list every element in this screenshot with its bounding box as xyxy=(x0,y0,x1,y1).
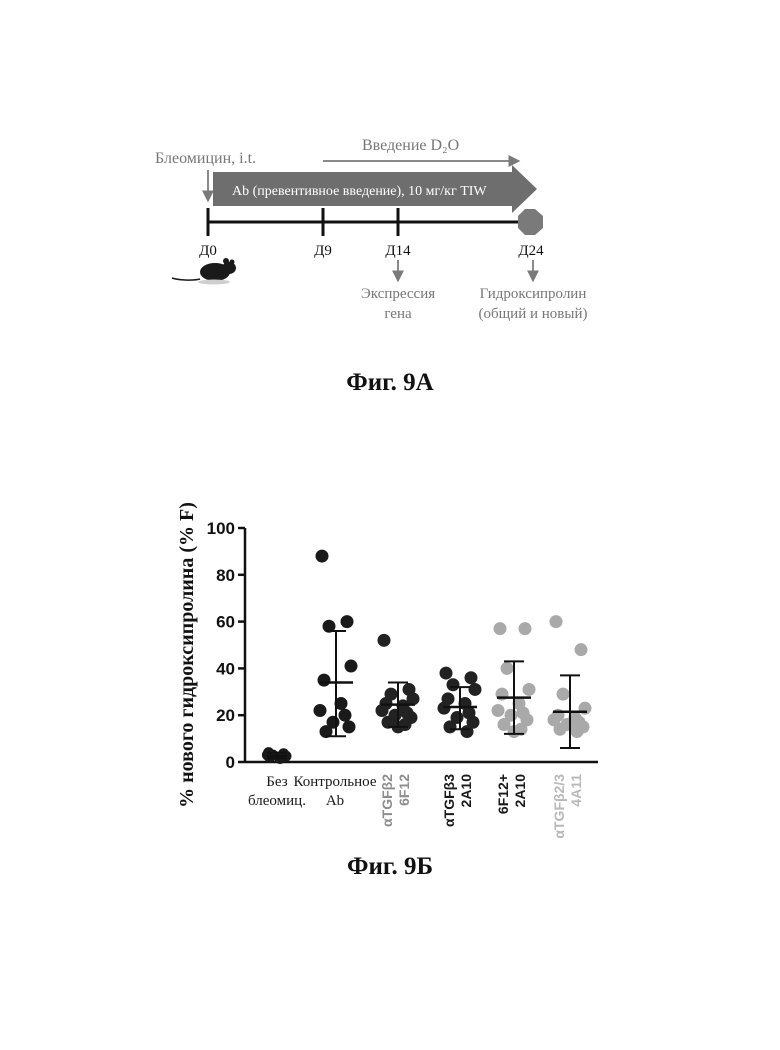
data-point xyxy=(314,704,327,717)
data-point xyxy=(345,660,358,673)
group-0 xyxy=(262,747,292,764)
y-tick-label: 40 xyxy=(216,659,235,678)
y-tick-label: 0 xyxy=(226,753,235,772)
data-point xyxy=(444,720,457,733)
y-tick-label: 20 xyxy=(216,706,235,725)
data-point xyxy=(494,622,507,635)
mouse-icon xyxy=(172,258,236,285)
data-point xyxy=(519,622,532,635)
plot-groups xyxy=(262,550,592,764)
data-point xyxy=(501,662,514,675)
data-point xyxy=(575,643,588,656)
group-label-line: αTGFβ2/3 xyxy=(551,774,567,839)
data-point xyxy=(550,615,563,628)
figure-9a: Блеомицин, i.t. Введение D₂O Ab (превент… xyxy=(155,137,587,396)
gene-expression-label-line1: Экспрессия xyxy=(361,286,435,302)
data-point xyxy=(465,671,478,684)
data-point xyxy=(440,667,453,680)
group-label-line: 6F12 xyxy=(396,774,412,806)
group-label-line: блеомиц. xyxy=(248,793,306,809)
y-tick-label: 100 xyxy=(207,519,235,538)
y-tick-label: 60 xyxy=(216,613,235,632)
group-label-line: 2A10 xyxy=(458,774,474,808)
data-point xyxy=(469,683,482,696)
data-point xyxy=(554,723,567,736)
data-point xyxy=(571,725,584,738)
data-point xyxy=(447,678,460,691)
figure-9b: % нового гидроксипролина (% F) 0 20 40 60 80… xyxy=(176,502,598,880)
group-4 xyxy=(492,622,536,738)
group-label-line: Без xyxy=(266,774,287,790)
y-axis-label: % нового гидроксипролина (% F) xyxy=(176,502,198,808)
timepoint-d14: Д14 xyxy=(385,243,411,259)
x-axis-group-labels: Без блеомиц. Контрольное Ab αTGFβ26F12 αTGFβ3… xyxy=(248,774,584,839)
group-3 xyxy=(438,667,482,739)
group-label-line: 4A11 xyxy=(568,774,584,807)
bleomycin-label: Блеомицин, i.t. xyxy=(155,150,256,167)
data-point xyxy=(343,720,356,733)
group-label-line: 6F12+ xyxy=(495,774,511,814)
data-point xyxy=(316,550,329,563)
timepoint-d9: Д9 xyxy=(314,243,332,259)
group-5 xyxy=(548,615,592,748)
data-point xyxy=(523,683,536,696)
y-axis-ticks: 0 20 40 60 80 100 xyxy=(207,519,245,772)
endpoint-octagon xyxy=(518,209,543,235)
timepoint-d24: Д24 xyxy=(518,243,544,259)
hydroxyproline-label-line1: Гидроксипролин xyxy=(480,286,587,302)
figure-9a-caption: Фиг. 9А xyxy=(346,369,433,396)
d2o-label: Введение D₂O xyxy=(362,137,459,154)
antibody-dosing-label: Ab (превентивное введение), 10 мг/кг TIW xyxy=(232,184,487,199)
group-label-line: αTGFβ3 xyxy=(441,774,457,827)
data-point xyxy=(376,704,389,717)
hydroxyproline-label-line2: (общий и новый) xyxy=(479,306,588,322)
data-point xyxy=(557,688,570,701)
group-2 xyxy=(376,634,420,734)
data-point xyxy=(461,725,474,738)
group-1 xyxy=(314,550,358,739)
data-point xyxy=(378,634,391,647)
group-label-line: Ab xyxy=(326,793,344,809)
gene-expression-label-line2: гена xyxy=(384,306,412,322)
data-point xyxy=(339,709,352,722)
group-label-line: Контрольное xyxy=(293,774,376,790)
timepoint-d0: Д0 xyxy=(199,243,217,259)
group-label-line: 2A10 xyxy=(512,774,528,808)
figure-9b-caption: Фиг. 9Б xyxy=(347,853,433,880)
data-point xyxy=(341,615,354,628)
data-point xyxy=(492,704,505,717)
y-tick-label: 80 xyxy=(216,566,235,585)
group-label-line: αTGFβ2 xyxy=(379,774,395,827)
data-point xyxy=(318,674,331,687)
